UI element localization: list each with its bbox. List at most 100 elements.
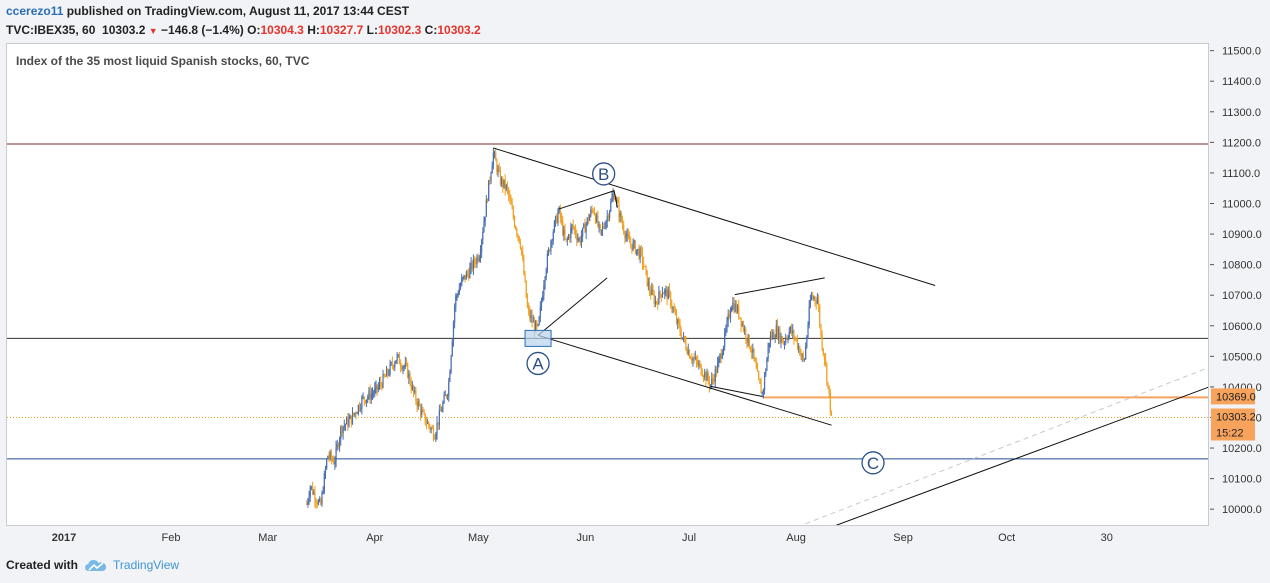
x-tick-label: Jul	[682, 532, 696, 544]
candle-body	[468, 273, 470, 279]
candle-body	[546, 253, 548, 270]
candle-body	[582, 227, 584, 237]
candle-body	[809, 299, 811, 307]
candle-body	[571, 225, 573, 228]
candle-body	[654, 301, 656, 304]
candle-body	[567, 235, 570, 239]
price-axis-svg[interactable]: 10000.010100.010200.010300.010400.010500…	[1210, 43, 1270, 526]
candle-body	[679, 324, 681, 333]
candle-body	[384, 376, 386, 378]
candle-body	[450, 355, 452, 372]
time-axis[interactable]: 2017 Feb Mar Apr May Jun Jul Aug Sep Oct 30	[6, 526, 1209, 548]
candle-body	[540, 301, 543, 307]
candle-body	[663, 293, 665, 295]
candle-body	[555, 216, 557, 222]
x-tick-label: 30	[1101, 532, 1113, 544]
symbol-name: TVC:IBEX35, 60	[6, 23, 96, 37]
candle-body	[569, 235, 571, 238]
last-price-label: 10303.2	[1216, 411, 1256, 423]
candle-body	[398, 354, 401, 365]
author-link[interactable]: ccerezo11	[6, 4, 64, 18]
time-axis-svg[interactable]: 2017 Feb Mar Apr May Jun Jul Aug Sep Oct 30	[6, 526, 1209, 548]
y-tick-label: 10700.0	[1222, 290, 1262, 302]
candle-body	[727, 314, 729, 321]
candle-body	[640, 248, 642, 252]
candle-body	[774, 337, 776, 339]
candle-body	[628, 237, 631, 243]
candle-body	[740, 317, 742, 326]
candle-body	[527, 307, 530, 310]
candle-body	[761, 392, 763, 394]
candle-body	[801, 354, 803, 356]
footer: Created with TradingView	[6, 558, 179, 572]
chart-svg[interactable]: A B C	[7, 44, 1209, 526]
tradingview-logo[interactable]: TradingView	[84, 558, 179, 572]
candle-body	[599, 224, 601, 230]
candle-body	[632, 242, 634, 250]
candle-body	[600, 229, 602, 231]
candle-body	[340, 427, 342, 440]
candle-body	[798, 346, 800, 348]
candle-body	[596, 215, 598, 223]
candle-body	[401, 366, 403, 370]
candle-body	[498, 168, 500, 172]
candle-body	[830, 411, 833, 413]
candle-body	[566, 238, 568, 240]
candle-body	[665, 289, 667, 291]
chart-plot-area[interactable]: A B C Index of the 35 most liquid Spanish …	[6, 43, 1209, 526]
candle-body	[742, 323, 745, 331]
candle-body	[417, 401, 419, 407]
candle-body	[604, 227, 606, 229]
candle-body	[422, 409, 424, 412]
candle-body	[405, 363, 408, 365]
candle-body	[606, 216, 608, 222]
price-axis[interactable]: 10000.010100.010200.010300.010400.010500…	[1210, 43, 1270, 526]
candle-body	[695, 357, 698, 362]
candle-body	[817, 299, 820, 307]
candle-body	[475, 262, 477, 264]
candle-body	[396, 355, 398, 361]
candle-body	[369, 390, 371, 400]
brand-name: TradingView	[113, 558, 180, 572]
candle-body	[736, 305, 739, 312]
x-tick-label: Aug	[786, 532, 806, 544]
candle-body	[376, 384, 378, 390]
change-value: −146.8 (−1.4%)	[161, 23, 244, 37]
candle-body	[708, 380, 710, 387]
candle-body	[690, 357, 692, 359]
candle-body	[617, 199, 619, 203]
candle-body	[705, 372, 707, 381]
candle-body	[436, 422, 438, 434]
candle-body	[827, 382, 829, 386]
last-price-tag	[1211, 408, 1255, 441]
candle-body	[806, 336, 808, 347]
low-label: L:	[366, 23, 378, 37]
candle-body	[666, 289, 668, 300]
candle-body	[755, 362, 757, 369]
open-label: O:	[247, 23, 261, 37]
candle-body	[586, 217, 588, 224]
candle-body	[508, 188, 510, 196]
candle-body	[579, 238, 581, 244]
candle-body	[395, 360, 397, 364]
anchor-box	[524, 329, 552, 347]
publish-text: published on TradingView.com, August 11,…	[63, 4, 410, 18]
candle-body	[415, 390, 417, 402]
candle-body	[706, 373, 708, 381]
candle-body	[373, 393, 375, 395]
candle-body	[671, 305, 673, 309]
candle-body	[577, 238, 579, 240]
candle-body	[309, 486, 311, 497]
candle-body	[590, 209, 592, 216]
candle-body	[326, 459, 328, 469]
candle-body	[785, 338, 787, 343]
candle-body	[389, 363, 391, 375]
candle-body	[646, 270, 648, 286]
candle-body	[681, 337, 683, 339]
candle-body	[645, 266, 647, 271]
candle-body	[687, 350, 689, 354]
chart-title: Index of the 35 most liquid Spanish stoc…	[16, 54, 310, 68]
candle-body	[601, 226, 604, 230]
candle-body	[378, 382, 381, 387]
candle-body	[516, 229, 518, 235]
